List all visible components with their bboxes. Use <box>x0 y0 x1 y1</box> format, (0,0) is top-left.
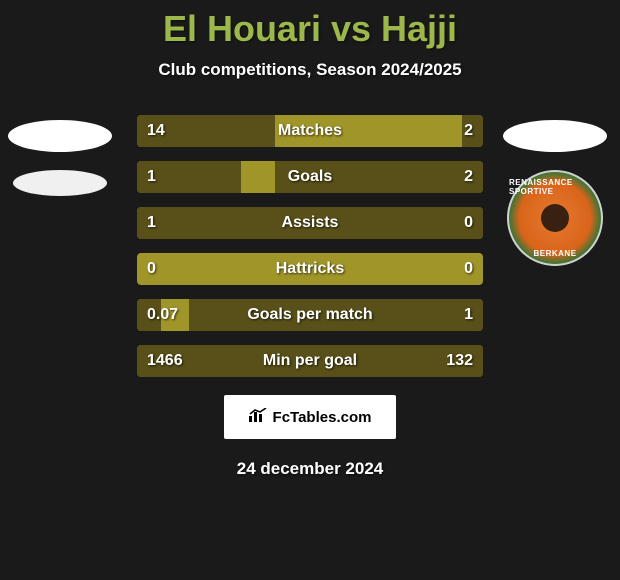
stat-right-value: 0 <box>464 260 473 278</box>
comparison-title: El Houari vs Hajji <box>0 0 620 50</box>
stat-label: Min per goal <box>137 352 483 370</box>
stat-row: 14Matches2 <box>137 115 483 147</box>
stat-right-value: 1 <box>464 306 473 324</box>
stat-row: 1Goals2 <box>137 161 483 193</box>
stat-row: 0.07Goals per match1 <box>137 299 483 331</box>
brand-badge: FcTables.com <box>224 395 396 439</box>
stat-label: Matches <box>137 122 483 140</box>
comparison-date: 24 december 2024 <box>0 459 620 479</box>
placeholder-oval <box>8 120 112 152</box>
stat-right-value: 2 <box>464 168 473 186</box>
player-left-badges <box>5 120 115 196</box>
stat-right-value: 2 <box>464 122 473 140</box>
stat-label: Goals <box>137 168 483 186</box>
stat-right-value: 132 <box>446 352 473 370</box>
comparison-subtitle: Club competitions, Season 2024/2025 <box>0 60 620 80</box>
placeholder-oval <box>13 170 107 196</box>
stat-label: Assists <box>137 214 483 232</box>
stat-row: 0Hattricks0 <box>137 253 483 285</box>
club-badge-text-top: RENAISSANCE SPORTIVE <box>509 178 601 196</box>
club-badge-center-icon <box>541 204 569 232</box>
stat-label: Goals per match <box>137 306 483 324</box>
stat-right-value: 0 <box>464 214 473 232</box>
brand-text: FcTables.com <box>273 409 372 426</box>
player-right-badges: RENAISSANCE SPORTIVE BERKANE <box>500 120 610 266</box>
stat-label: Hattricks <box>137 260 483 278</box>
stat-row: 1Assists0 <box>137 207 483 239</box>
stats-container: 14Matches21Goals21Assists00Hattricks00.0… <box>137 115 483 377</box>
placeholder-oval <box>503 120 607 152</box>
chart-icon <box>249 408 269 427</box>
stat-row: 1466Min per goal132 <box>137 345 483 377</box>
club-badge-text-bottom: BERKANE <box>533 249 576 258</box>
club-badge: RENAISSANCE SPORTIVE BERKANE <box>507 170 603 266</box>
